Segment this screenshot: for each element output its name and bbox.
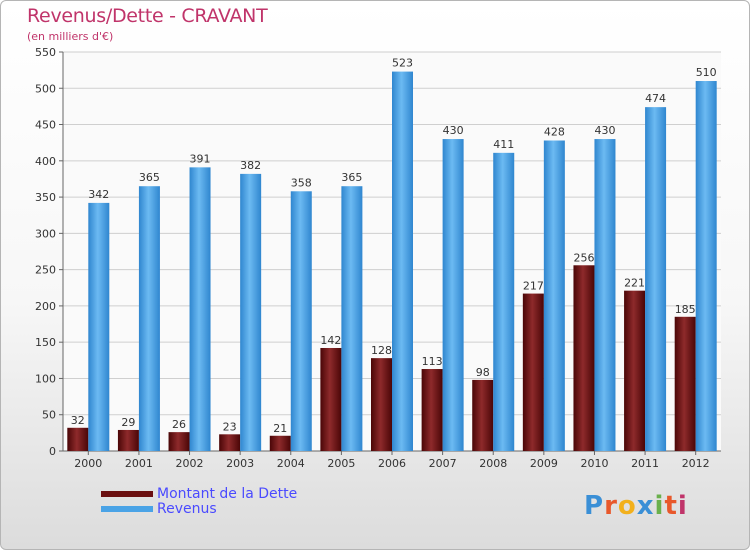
value-label-debt: 221 [624, 277, 645, 290]
y-tick-label: 100 [35, 372, 56, 385]
value-label-debt: 256 [573, 251, 594, 264]
logo-letter: i [654, 491, 665, 521]
y-tick-label: 200 [35, 300, 56, 313]
bar-revenue-2003 [240, 173, 262, 452]
x-tick-label: 2011 [631, 457, 659, 470]
value-label-revenue: 365 [139, 171, 160, 184]
value-label-debt: 217 [523, 280, 544, 293]
value-label-debt: 29 [121, 416, 135, 429]
y-tick-label: 150 [35, 336, 56, 349]
bar-revenue-2000 [88, 202, 110, 451]
value-label-revenue: 474 [645, 92, 666, 105]
x-tick-label: 2006 [378, 457, 406, 470]
legend-swatch-revenue [101, 506, 153, 512]
value-label-revenue: 430 [443, 124, 464, 137]
bar-revenue-2002 [189, 167, 211, 451]
bar-revenue-2007 [442, 139, 464, 451]
y-tick-label: 350 [35, 191, 56, 204]
bar-revenue-2009 [543, 140, 565, 452]
bar-debt-2002 [168, 432, 190, 451]
x-tick-label: 2005 [327, 457, 355, 470]
value-label-debt: 185 [675, 303, 696, 316]
y-tick-label: 500 [35, 82, 56, 95]
y-tick-label: 400 [35, 155, 56, 168]
value-label-debt: 142 [320, 334, 341, 347]
logo-letter: P [584, 491, 605, 521]
value-label-revenue: 365 [341, 171, 362, 184]
x-tick-label: 2001 [125, 457, 153, 470]
legend-label-debt: Montant de la Dette [157, 486, 298, 502]
bar-debt-2001 [117, 429, 139, 451]
x-tick-label: 2003 [226, 457, 254, 470]
y-tick-label: 50 [42, 409, 56, 422]
logo-letter: r [604, 491, 618, 521]
x-tick-label: 2012 [682, 457, 710, 470]
value-label-debt: 23 [223, 420, 237, 433]
value-label-debt: 98 [476, 366, 490, 379]
value-label-debt: 26 [172, 418, 186, 431]
bar-debt-2005 [320, 347, 342, 451]
x-tick-label: 2009 [530, 457, 558, 470]
bar-revenue-2006 [392, 71, 413, 451]
bar-revenue-2012 [695, 81, 717, 451]
x-tick-label: 2010 [580, 457, 608, 470]
logo-letter: o [617, 491, 637, 521]
value-label-revenue: 391 [190, 152, 211, 165]
bar-debt-2000 [67, 427, 89, 451]
logo-letter: x [636, 491, 655, 521]
x-tick-label: 2000 [74, 457, 102, 470]
value-label-debt: 21 [273, 422, 287, 435]
value-label-revenue: 430 [594, 124, 615, 137]
value-label-revenue: 342 [88, 188, 109, 201]
logo-letter: i [677, 491, 688, 521]
bar-revenue-2011 [645, 107, 667, 451]
value-label-revenue: 411 [493, 138, 514, 151]
bar-debt-2010 [573, 265, 595, 451]
x-tick-label: 2002 [176, 457, 204, 470]
bar-revenue-2008 [493, 152, 515, 451]
bar-revenue-2010 [594, 139, 616, 451]
bar-revenue-2005 [341, 186, 363, 451]
chart-subtitle: (en milliers d'€) [27, 30, 114, 43]
bar-debt-2006 [371, 358, 392, 451]
bar-debt-2003 [219, 434, 241, 451]
value-label-debt: 128 [371, 344, 392, 357]
bar-debt-2007 [421, 369, 443, 451]
bar-debt-2004 [269, 435, 291, 451]
logo-letter: t [664, 491, 678, 521]
y-tick-label: 300 [35, 227, 56, 240]
value-label-revenue: 510 [696, 66, 717, 79]
y-tick-label: 450 [35, 119, 56, 132]
value-label-revenue: 428 [544, 126, 565, 139]
legend-label-revenue: Revenus [157, 501, 217, 517]
value-label-debt: 113 [422, 355, 443, 368]
proxiti-logo: Proxiti [584, 491, 688, 521]
bar-revenue-2004 [290, 191, 312, 451]
value-label-revenue: 523 [392, 57, 413, 70]
chart-title: Revenus/Dette - CRAVANT [27, 5, 268, 27]
bar-debt-2011 [624, 290, 646, 451]
bar-debt-2008 [472, 379, 494, 451]
x-tick-label: 2007 [429, 457, 457, 470]
bar-debt-2009 [522, 293, 544, 451]
x-tick-label: 2004 [277, 457, 305, 470]
y-tick-label: 250 [35, 264, 56, 277]
value-label-debt: 32 [71, 414, 85, 427]
legend-swatch-debt [101, 491, 153, 497]
bar-debt-2012 [674, 316, 696, 451]
value-label-revenue: 382 [240, 159, 261, 172]
bar-revenue-2001 [138, 186, 160, 451]
y-tick-label: 550 [35, 46, 56, 59]
x-tick-label: 2008 [479, 457, 507, 470]
y-tick-label: 0 [49, 445, 56, 458]
value-label-revenue: 358 [291, 176, 312, 189]
